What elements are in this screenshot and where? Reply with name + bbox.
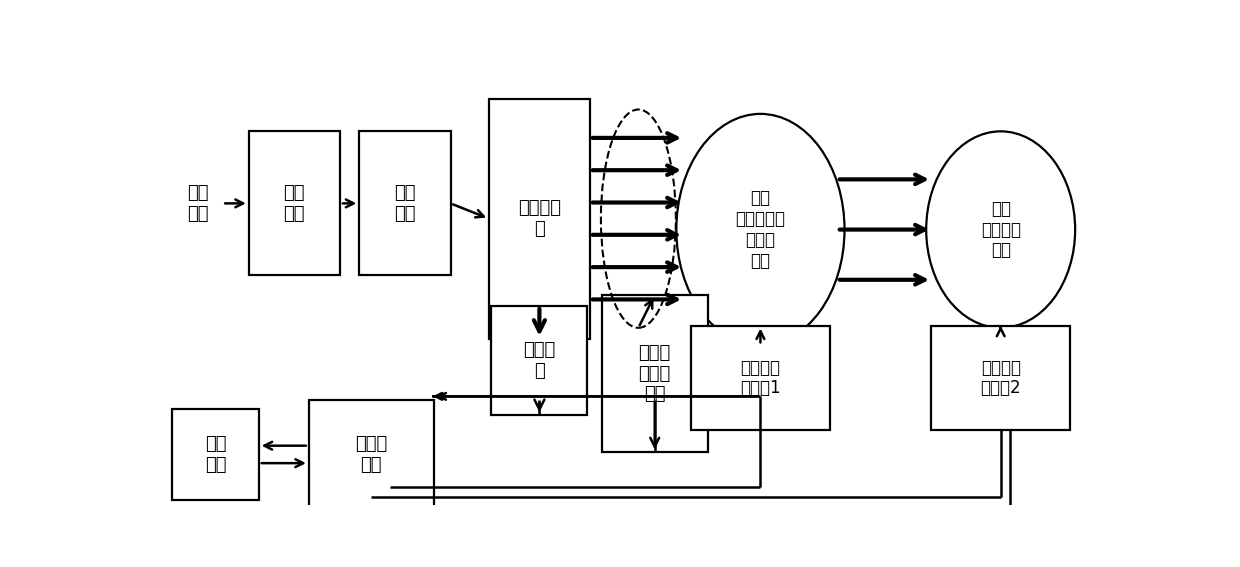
Bar — [360, 132, 450, 276]
Text: 三相
永磁同步
电机: 三相 永磁同步 电机 — [981, 200, 1021, 259]
Text: 隔离驱
动: 隔离驱 动 — [523, 341, 556, 380]
Text: 六相逆变
器: 六相逆变 器 — [518, 199, 560, 238]
Text: 整流
电路: 整流 电路 — [284, 184, 305, 223]
Text: 转子位置
角检测2: 转子位置 角检测2 — [981, 358, 1021, 397]
Bar — [489, 99, 590, 338]
Ellipse shape — [926, 132, 1075, 328]
Bar — [931, 325, 1070, 430]
Bar — [691, 325, 830, 430]
Bar — [172, 409, 259, 500]
Text: 转子位置
角检测1: 转子位置 角检测1 — [740, 358, 781, 397]
Text: 中央控
制器: 中央控 制器 — [355, 435, 387, 474]
Text: 六相
对称绕组永
磁同步
电机: 六相 对称绕组永 磁同步 电机 — [735, 189, 785, 270]
Bar — [309, 400, 434, 509]
Ellipse shape — [676, 114, 844, 345]
Bar — [491, 306, 588, 415]
Text: 绕组电
流采集
电路: 绕组电 流采集 电路 — [639, 344, 671, 404]
Bar — [249, 132, 340, 276]
Text: 人机
接口: 人机 接口 — [205, 435, 226, 474]
Bar — [601, 295, 708, 452]
Text: 滤波
电容: 滤波 电容 — [394, 184, 415, 223]
Text: 交流
电压: 交流 电压 — [187, 184, 210, 223]
